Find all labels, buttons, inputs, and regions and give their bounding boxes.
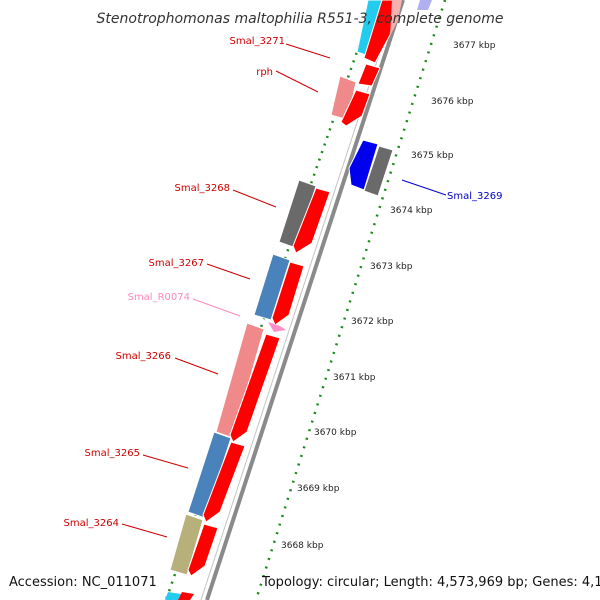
gene-label-rph[interactable]: rph — [256, 67, 273, 78]
gene-block-smal-3269 — [363, 145, 394, 197]
cds-arrow — [292, 187, 331, 254]
accession-text: Accession: NC_011071 — [9, 575, 157, 590]
cds-arrow — [340, 89, 371, 127]
scale-label: 3677 kbp — [453, 41, 496, 51]
gene-label-smal-3264[interactable]: Smal_3264 — [64, 518, 119, 529]
leader-line — [121, 523, 168, 538]
cds-arrow — [178, 592, 194, 600]
gene-block-smal-3264 — [169, 513, 204, 576]
gene-label-smal-3266[interactable]: Smal_3266 — [116, 351, 171, 362]
scale-label: 3668 kbp — [281, 541, 324, 551]
gene-label-smal-3268[interactable]: Smal_3268 — [175, 183, 230, 194]
scale-label: 3672 kbp — [351, 317, 394, 327]
cds-arrow-smal-3269 — [348, 139, 379, 191]
backbone-line-inner — [200, 0, 398, 600]
leader-line — [142, 454, 189, 469]
gene-block-edge — [417, 0, 432, 10]
cds-arrow — [357, 63, 381, 87]
gene-label-smal-3269[interactable]: Smal_3269 — [447, 191, 502, 202]
scale-label: 3669 kbp — [297, 484, 340, 494]
scale-label: 3675 kbp — [411, 151, 454, 161]
scale-label: 3673 kbp — [370, 262, 413, 272]
scale-label: 3676 kbp — [431, 97, 474, 107]
leader-line — [192, 298, 241, 317]
leader-line — [401, 179, 447, 196]
scale-label: 3670 kbp — [314, 428, 357, 438]
gene-label-smal-3267[interactable]: Smal_3267 — [149, 258, 204, 269]
cds-arrow — [271, 261, 305, 326]
forward-cds-track — [178, 0, 402, 600]
cds-arrow — [202, 441, 246, 523]
genome-backbone — [200, 0, 405, 600]
cds-arrow — [187, 523, 219, 577]
gene-label-smal-3265[interactable]: Smal_3265 — [85, 448, 140, 459]
rna-arrow-smal-r0074 — [268, 322, 286, 332]
scale-labels: 3677 kbp 3676 kbp 3675 kbp 3674 kbp 3673… — [281, 41, 496, 551]
leader-line — [174, 357, 219, 375]
reverse-strand-track — [348, 0, 432, 197]
gene-block-edge — [165, 592, 181, 600]
outer-gene-track — [165, 0, 387, 600]
topology-text: Topology: circular; Length: 4,573,969 bp… — [261, 575, 600, 590]
gene-label-smal-3271[interactable]: Smal_3271 — [230, 36, 285, 47]
leader-line — [285, 43, 331, 59]
gene-labels: Smal_3271 rph Smal_3268 Smal_3267 Smal_R… — [64, 36, 503, 529]
scale-label: 3671 kbp — [333, 373, 376, 383]
map-title: Stenotrophomonas maltophilia R551-3, com… — [97, 11, 504, 27]
label-leaders — [121, 43, 447, 538]
leader-line — [275, 70, 319, 93]
cds-arrow-highlight — [390, 0, 402, 36]
backbone-line-outer — [205, 0, 405, 600]
gene-block-smal-3267 — [253, 253, 291, 321]
leader-line — [206, 263, 251, 280]
cds-arrow — [229, 333, 281, 443]
scale-label: 3674 kbp — [390, 206, 433, 216]
gene-label-smal-r0074[interactable]: Smal_R0074 — [128, 292, 190, 303]
leader-line — [232, 189, 277, 208]
cds-arrow — [363, 0, 399, 64]
